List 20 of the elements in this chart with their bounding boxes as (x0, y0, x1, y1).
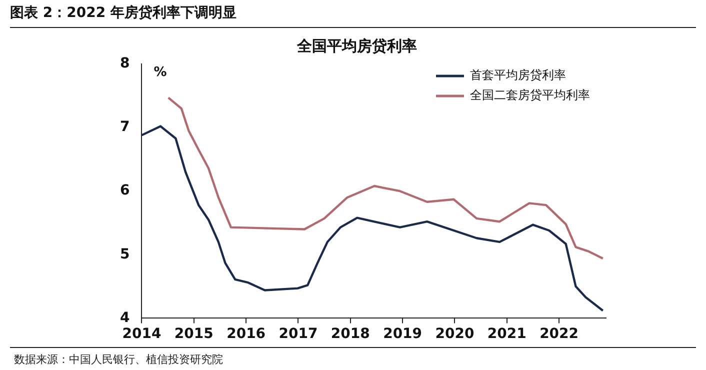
y-tick-label: 4 (120, 310, 130, 326)
legend-label: 全国二套房贷平均利率 (470, 88, 590, 102)
x-tick-label: 2022 (540, 326, 579, 342)
y-tick-label: 8 (120, 56, 130, 72)
x-tick-label: 2019 (383, 326, 422, 342)
y-tick-label: 6 (120, 182, 130, 199)
y-tick-label: 7 (120, 119, 130, 136)
chart-subtitle: 全国平均房贷利率 (296, 36, 417, 55)
y-tick-label: 5 (120, 246, 130, 262)
chart-title: 图表 2：2022 年房贷利率下调明显 (10, 4, 236, 22)
x-tick-label: 2015 (174, 326, 214, 342)
y-axis-title: % (154, 64, 167, 80)
x-tick-label: 2014 (122, 326, 162, 342)
x-tick-label: 2016 (226, 326, 266, 342)
source-note: 数据来源：中国人民银行、植信投资研究院 (14, 352, 223, 367)
x-tick-label: 2020 (435, 326, 474, 342)
x-tick-label: 2018 (330, 326, 370, 342)
legend-label: 首套平均房贷利率 (470, 68, 566, 82)
x-tick-label: 2021 (487, 326, 526, 342)
x-tick-label: 2017 (278, 326, 318, 342)
